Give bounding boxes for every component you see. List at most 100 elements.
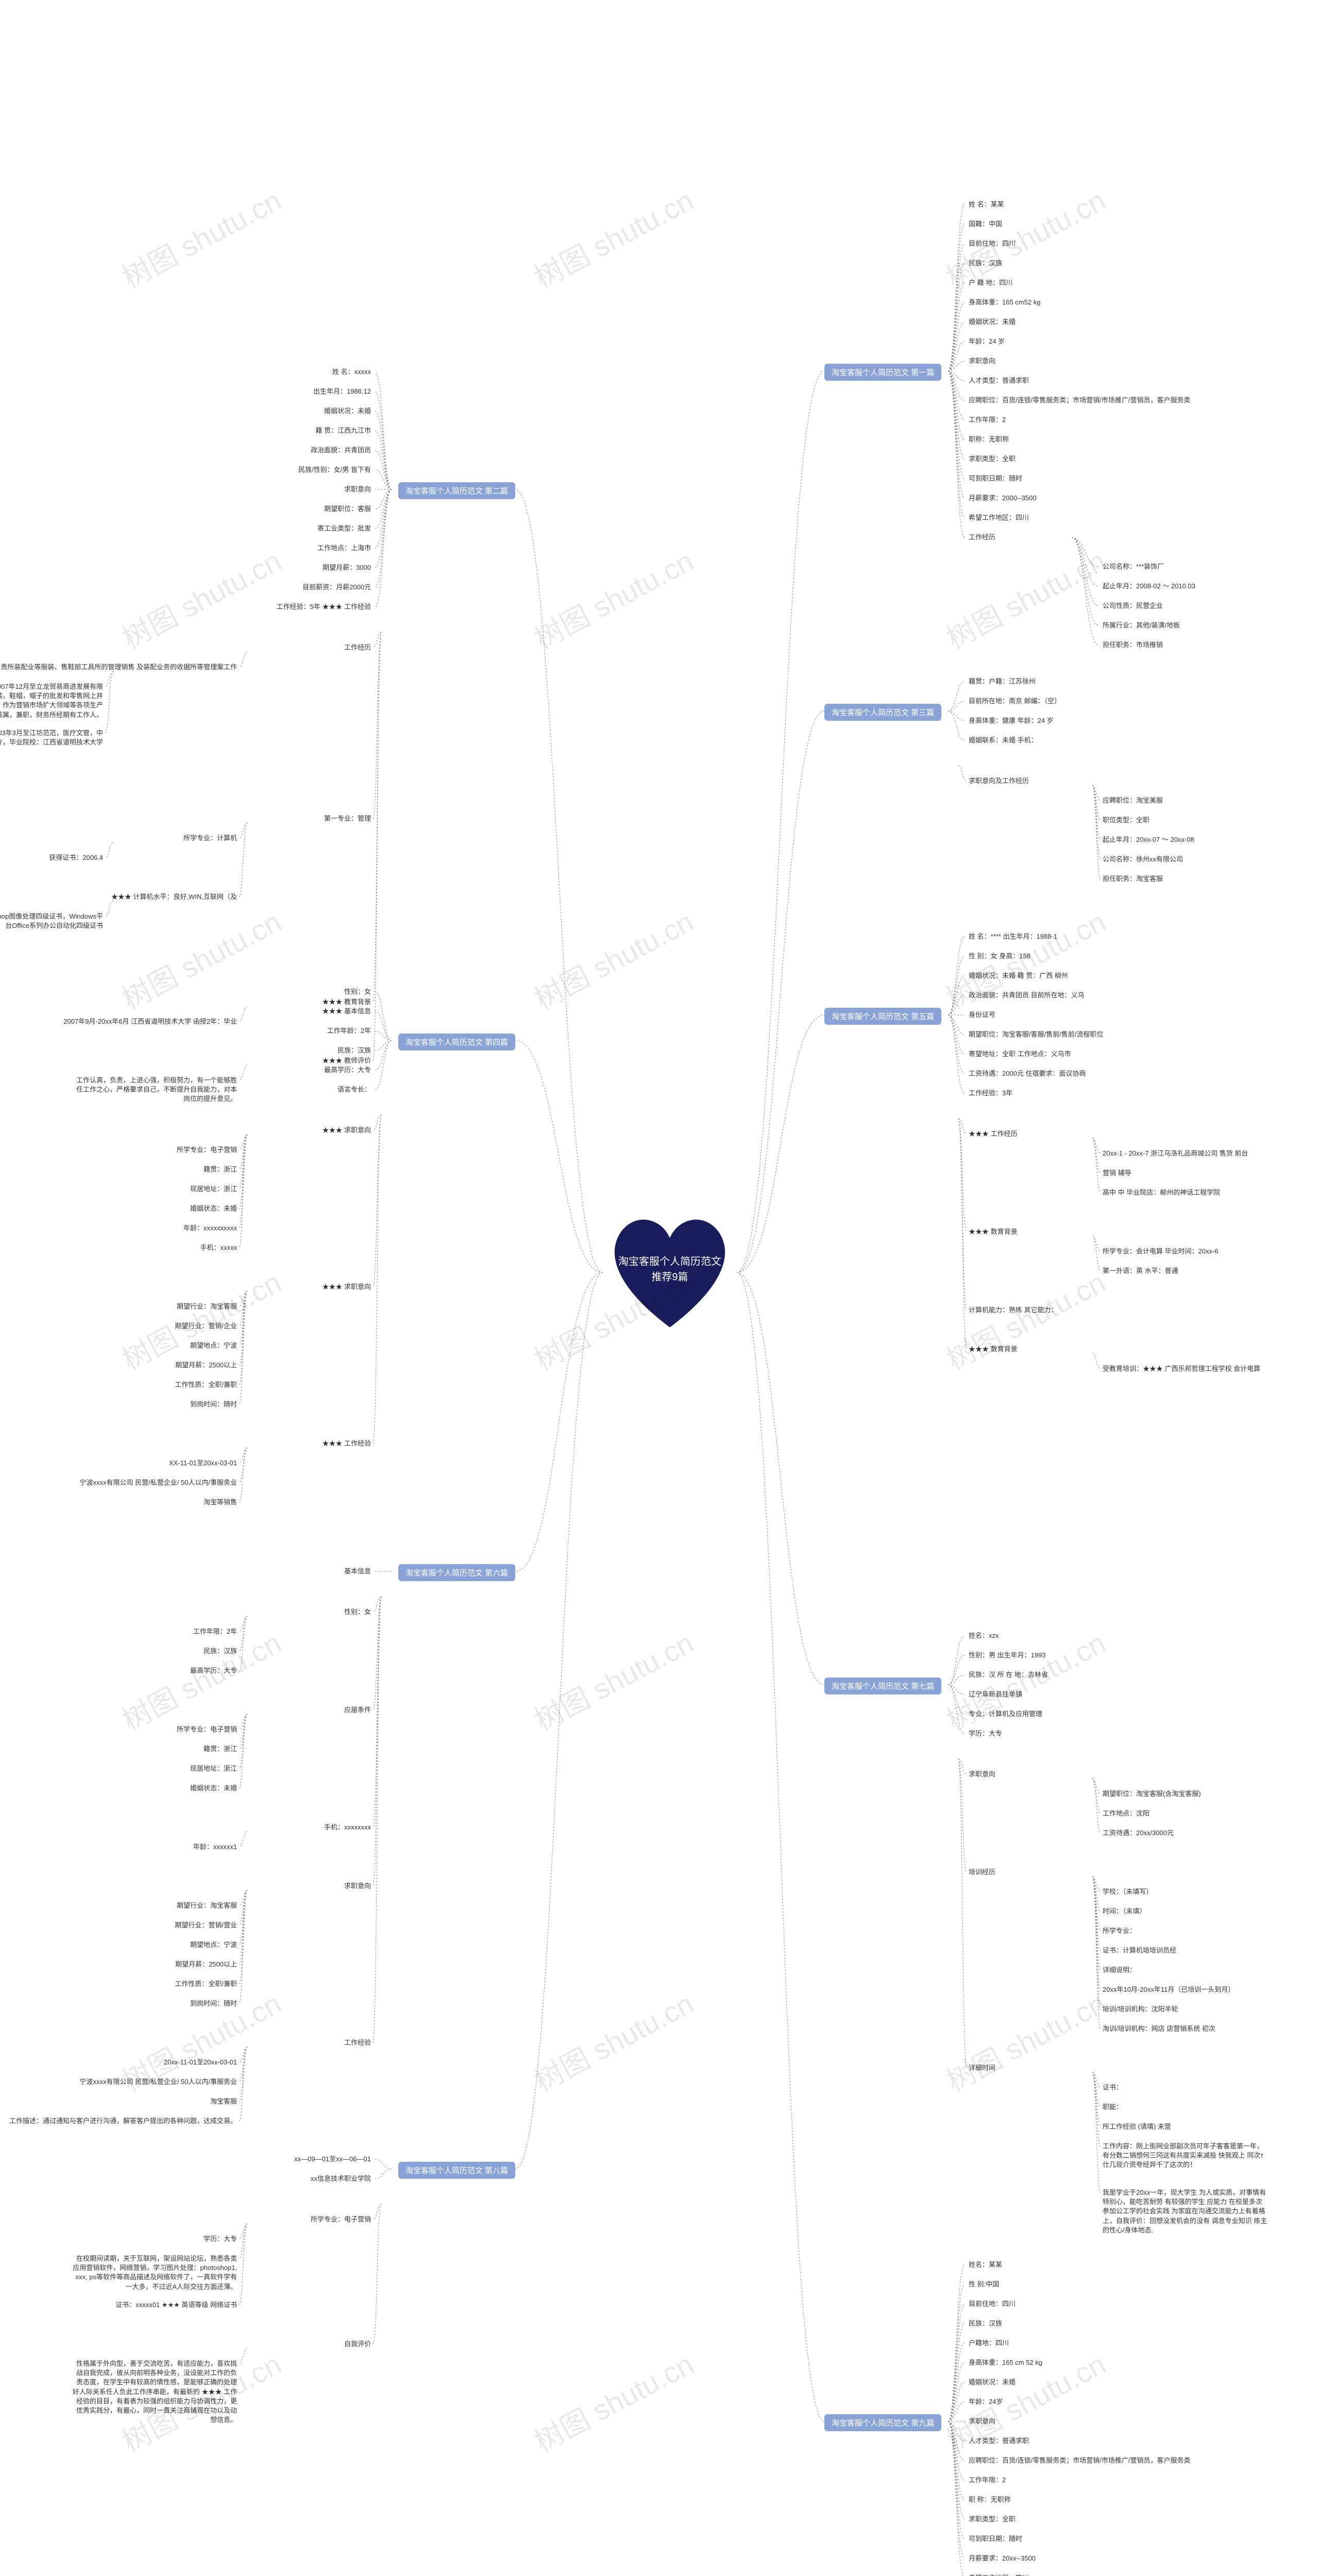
sub-leaf: 工作描述：通过通知与客户进行沟通，解答客户提出的各种问题，达成交易。 [9, 2116, 237, 2126]
sub-group: ★★★ 数育背景 [969, 1345, 1018, 1354]
branch-b3: 淘宝客服个人简历范文 第三篇 [824, 704, 941, 721]
sub-leaf: 所属行业：其他/装潢/地板 [1103, 621, 1180, 630]
leaf: 性别：男 出生年月：1993 [969, 1651, 1046, 1660]
leaf: 语言专长： [337, 1085, 371, 1094]
sub-leaf: 淘宝客服 [210, 2097, 237, 2106]
sub-leaf: 所学专业：会计电算 毕业时间：20xx-6 [1103, 1247, 1219, 1256]
leaf: 民族：汉族 [969, 259, 1002, 268]
sub-leaf: 所工作经验 (请填) 未营 [1103, 2122, 1171, 2131]
leaf: 民族：汉族 [969, 2319, 1002, 2328]
sub-leaf: 起止年月：2008-02 ～ 2010.03 [1103, 582, 1195, 591]
sub-group: 工作经历 [344, 643, 371, 652]
leaf: 身高体重：165 cm 52 kg [969, 2358, 1042, 2367]
leaf: 目前所在地：南京 邮编：（空） [969, 697, 1061, 706]
leaf: 基本信息 [344, 1567, 371, 1576]
sub-leaf: 淘训/培训机构：网店 店营销系统 初次 [1103, 2024, 1215, 2033]
sub-group: ★★★ 工作经验 [322, 1439, 371, 1448]
watermark: 树图 shutu.cn [114, 178, 288, 297]
watermark: 树图 shutu.cn [526, 178, 700, 297]
watermark: 树图 shutu.cn [938, 1260, 1112, 1379]
sub-group: ★★★ 求职意向 [322, 1126, 371, 1135]
leaf: 国籍：中国 [969, 219, 1002, 229]
leaf: 婚姻状况：未婚 籍 贯：广西 柳州 [969, 971, 1068, 980]
leaf: 寄望地址：全职 工作地点：义乌市 [969, 1049, 1071, 1059]
leaf: 学历：大专 [969, 1729, 1002, 1738]
leaf: 应聘职位：百货/连锁/零售服务类；市场营销/市场推广/营销员，客户服务类 [969, 2456, 1190, 2465]
sub-leaf: 时间：（未填） [1103, 1907, 1146, 1916]
leaf: 籍贯：户籍：江苏徐州 [969, 677, 1036, 686]
leaf: 姓 名：**** 出生年月：1988-1 [969, 932, 1057, 941]
sub-group: 自我评价 [344, 2340, 371, 2349]
leaf: 期望月薪：3000 [323, 563, 371, 572]
watermark: 树图 shutu.cn [114, 538, 288, 657]
leaf: 姓名：某某 [969, 2260, 1002, 2269]
sub-leaf: 公司性质：民营企业 [1103, 601, 1163, 611]
leaf: 出生年月：1986.12 [313, 387, 371, 396]
sub-leaf: 2，2004年6月至2007年12月至立龙贸易商进发展有限公司工作，从事服装，鞋… [0, 682, 103, 720]
sub-leaf: 期望行业：营销/营业 [175, 1921, 237, 1930]
sub-leaf: 工作性质：全职/兼职 [175, 1979, 237, 1989]
leaf: 期望职位：客服 [324, 504, 371, 514]
leaf: 目前薪资：月薪2000元 [302, 583, 371, 592]
sub-leaf: 公司名称：徐州xx有限公司 [1103, 855, 1183, 864]
sub-leaf: 工作年限：2年 [193, 1627, 237, 1636]
leaf: 求职意向 [969, 2417, 995, 2426]
sub-group: ★★★ 求职意向 [322, 1282, 371, 1292]
sub-group: 求职意向 [969, 1770, 995, 1779]
leaf: 寄工业类型：批发 [317, 524, 371, 533]
watermark: 树图 shutu.cn [938, 1620, 1112, 1739]
leaf: 可到职日期：随时 [969, 474, 1022, 483]
leaf: 工作经验：3年 [969, 1089, 1012, 1098]
sub-leaf: 学历：大专 [204, 2234, 237, 2244]
sub-leaf: 籍贯：浙江 [204, 1165, 237, 1174]
sub-leaf: 职能： [1103, 2103, 1123, 2112]
sub-leaf: 所获证书：Photoshop图像处理四级证书，Windows平台Office系列… [0, 912, 103, 930]
watermark: 树图 shutu.cn [526, 1620, 700, 1739]
sub-leaf: 受教育培训：★★★ 广西乐邦哲理工程学校 会计电算 [1103, 1364, 1260, 1374]
sub-leaf: 年龄：xxxxxx1 [193, 1842, 237, 1852]
sub-leaf: 公司名称：***装饰厂 [1103, 562, 1164, 571]
sub-group: 工作经验 [344, 2038, 371, 2047]
sub-leaf: 证书： [1103, 2083, 1123, 2092]
sub-leaf: 我是学业于20xx一年，现大学生 为人或实质，对事情有特别心，能吃苦耐劳 有较强… [1103, 2188, 1267, 2235]
leaf: 工作经验：5年 ★★★ 工作经验 [277, 602, 371, 612]
leaf: 求职类型：全职 [969, 454, 1016, 464]
leaf: 年龄：24岁 [969, 2397, 1003, 2406]
sub-group: 第一专业：管理 [324, 814, 371, 823]
leaf: 求职意向 [969, 357, 995, 366]
sub-leaf: 工作地点：沈阳 [1103, 1809, 1149, 1818]
leaf: 专业：计算机及应用管理 [969, 1709, 1042, 1719]
leaf: 求职意向 [344, 485, 371, 494]
sub-leaf: 所学专业：电子营销 [177, 1725, 237, 1734]
sub-group: 求职意向 [344, 1882, 371, 1891]
sub-leaf: 证书：计算机培培训员经 [1103, 1946, 1176, 1955]
sub-leaf: 担任职务：市场推销 [1103, 640, 1163, 650]
sub-leaf: 现居地址：浙江 [190, 1184, 237, 1194]
branch-b9: 淘宝客服个人简历范文 第九篇 [824, 2414, 941, 2431]
sub-leaf: 详细说明： [1103, 1965, 1136, 1975]
sub-leaf: 3，2002年12月-2003年3月至江坊范范，医疗文管，中专，毕业院校：江西省… [0, 728, 103, 747]
sub-group: 所学专业：电子营销 [311, 2215, 371, 2224]
watermark: 树图 shutu.cn [938, 538, 1112, 657]
sub-leaf: 第一外语：英 水平：普通 [1103, 1266, 1178, 1276]
leaf: 月薪要求：2000--3500 [969, 494, 1037, 503]
sub-leaf: 期望月薪：2500以上 [175, 1960, 237, 1969]
branch-b2: 淘宝客服个人简历范文 第二篇 [398, 482, 515, 499]
sub-leaf: XX-11-01至20xx-03-01 [169, 1459, 237, 1468]
sub-leaf: 工作内容：刚上街网业部副次员可年子客客是第一年，有分数二销想何三冈这有共度实来减… [1103, 2142, 1267, 2170]
sub-leaf: 起止年月：20xx-07 ～ 20xx-08 [1103, 835, 1194, 844]
sub-leaf: 婚姻状态：未婚 [190, 1204, 237, 1213]
watermark: 树图 shutu.cn [938, 1981, 1112, 2100]
sub-leaf: 宁波xxxx有限公司 民营/私营企业/ 50人以内/事服务业 [79, 2077, 237, 2087]
sub-leaf: 到岗时间：随时 [190, 1400, 237, 1409]
sub-leaf: 期望行业：淘宝客服 [177, 1302, 237, 1311]
sub-leaf: 所学专业：计算机 [183, 834, 237, 843]
sub-leaf: 培训/培训机构：沈阳半轮 [1103, 2005, 1178, 2014]
branch-b5: 淘宝客服个人简历范文 第五篇 [824, 1008, 941, 1025]
sub-group: ★★★ 教育背景 [322, 997, 371, 1007]
watermark: 树图 shutu.cn [526, 1981, 700, 2100]
sub-group: 求职意向及工作经历 [969, 776, 1029, 786]
leaf: 可到职日期：随时 [969, 2534, 1022, 2544]
leaf: 户籍地：四川 [969, 2338, 1009, 2348]
sub-leaf: 期望地点：宁波 [190, 1940, 237, 1950]
